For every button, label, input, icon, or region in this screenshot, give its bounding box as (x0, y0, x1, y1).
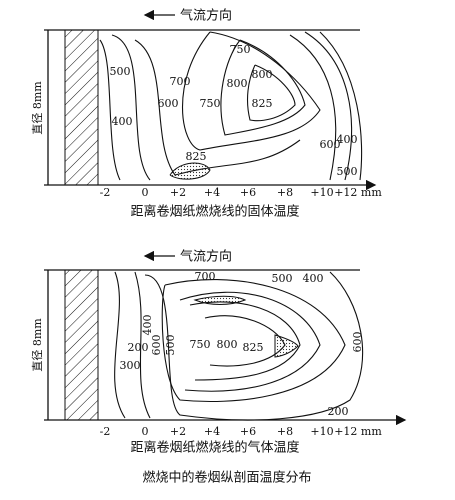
contour-label: 825 (252, 97, 273, 110)
top-panel: 气流方向 直径 8mm 500 400 700 600 750 800 825 … (30, 8, 382, 220)
contour-label: 800 (252, 68, 273, 81)
x-tick-label: +4 (204, 425, 220, 438)
paper-hatch (64, 269, 99, 421)
hot-zone (169, 162, 211, 180)
caption: 距离卷烟纸燃烧线的气体温度 (130, 440, 299, 456)
x-tick-label: +2 (170, 425, 186, 438)
contour-label: 600 (320, 138, 341, 151)
contour-label: 300 (120, 359, 141, 372)
paper-hatch (64, 29, 99, 186)
contour (289, 34, 337, 181)
contour (304, 31, 353, 181)
x-tick-label: 0 (142, 186, 149, 199)
contour-label: 750 (200, 97, 221, 110)
x-tick-labels: -2 0 +2 +4 +6 +8 +10 +12 mm (100, 425, 383, 438)
hot-zone (274, 334, 299, 358)
x-tick-label: +4 (204, 186, 220, 199)
contour (144, 271, 364, 421)
contour-label: 750 (230, 43, 251, 56)
x-tick-label: +8 (277, 186, 293, 199)
contour-label: 500 (110, 65, 131, 78)
contour (182, 31, 321, 151)
contour (111, 34, 151, 181)
x-tick-label: +6 (240, 425, 256, 438)
x-tick-label: +8 (277, 425, 293, 438)
contour-label: 825 (243, 341, 264, 354)
x-tick-label: +6 (240, 186, 256, 199)
flow-label: 气流方向 (180, 249, 232, 265)
diameter-label: 直径 8mm (30, 318, 44, 372)
contour (99, 39, 121, 181)
x-tick-label: -2 (100, 425, 111, 438)
diameter-label: 直径 8mm (30, 81, 44, 135)
x-tick-label: +2 (170, 186, 186, 199)
contour-label: 500 (337, 165, 358, 178)
contour-label: 700 (170, 75, 191, 88)
contour-label: 800 (227, 77, 248, 90)
contour (114, 271, 126, 419)
x-tick-label: 0 (142, 425, 149, 438)
contour (134, 271, 151, 419)
contour-label: 800 (217, 338, 238, 351)
contour-label: 400 (141, 315, 154, 336)
contour-label: 700 (195, 270, 216, 283)
x-tick-labels: -2 0 +2 +4 +6 +8 +10 +12 mm (100, 186, 383, 199)
contour-label: 825 (186, 150, 207, 163)
contour-label: 600 (150, 335, 163, 356)
caption: 距离卷烟纸燃烧线的固体温度 (130, 204, 299, 220)
contour-label: 600 (158, 97, 179, 110)
contour-label: 500 (272, 272, 293, 285)
hot-zone (193, 295, 247, 305)
contour-label: 400 (112, 115, 133, 128)
contour-label: 750 (190, 338, 211, 351)
contour-label: 600 (351, 332, 364, 353)
contour-label: 200 (328, 405, 349, 418)
x-tick-label: -2 (100, 186, 111, 199)
contour (319, 31, 363, 181)
x-tick-label: +10 (310, 425, 333, 438)
contour (220, 39, 306, 136)
bottom-panel: 气流方向 直径 8mm 700 500 400 200 300 400 600 … (30, 249, 407, 456)
contour-label: 400 (337, 133, 358, 146)
x-tick-label: +12 mm (334, 425, 382, 438)
contour (246, 64, 296, 122)
contour-label: 500 (164, 335, 177, 356)
contour-label: 200 (128, 341, 149, 354)
contour (161, 279, 346, 403)
x-tick-label: +12 mm (334, 186, 382, 199)
flow-label: 气流方向 (180, 8, 232, 24)
contour (179, 291, 321, 392)
x-tick-label: +10 (310, 186, 333, 199)
contour-label: 400 (303, 272, 324, 285)
figure-title: 燃烧中的卷烟纵剖面温度分布 (142, 470, 311, 486)
